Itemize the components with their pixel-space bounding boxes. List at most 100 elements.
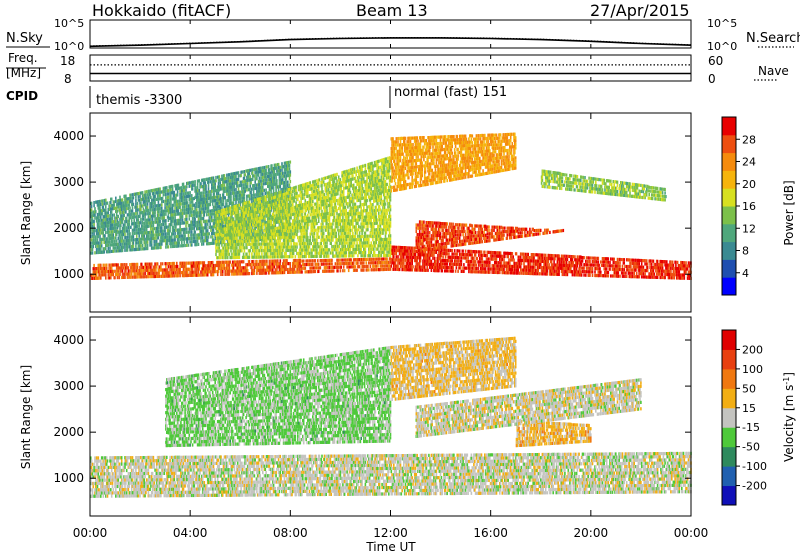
data-cell	[408, 250, 410, 253]
data-cell	[410, 262, 412, 265]
data-cell	[377, 265, 379, 268]
data-cell	[395, 261, 397, 264]
data-cell	[363, 269, 365, 272]
data-cell	[189, 262, 191, 265]
data-cell	[381, 258, 383, 261]
data-cell	[187, 271, 189, 274]
data-cell	[426, 263, 428, 266]
data-cell	[285, 268, 287, 271]
data-cell	[151, 275, 153, 278]
data-cell	[340, 262, 342, 265]
data-cell	[100, 264, 102, 267]
data-cell	[304, 263, 306, 266]
data-cell	[264, 260, 266, 263]
data-cell	[404, 249, 406, 252]
data-cell	[247, 269, 249, 272]
data-cell	[143, 275, 145, 278]
data-cell	[202, 273, 204, 276]
data-cell	[297, 268, 299, 271]
data-cell	[282, 268, 284, 271]
cpid-label: CPID	[6, 89, 38, 103]
data-cell	[164, 268, 166, 271]
data-cell	[290, 268, 292, 271]
data-cell	[303, 259, 305, 262]
data-cell	[137, 269, 139, 272]
data-cell	[169, 268, 171, 271]
data-cell	[172, 274, 174, 277]
data-cell	[225, 273, 227, 276]
data-cell	[213, 264, 215, 267]
data-cell	[396, 255, 398, 258]
data-cell	[162, 262, 164, 265]
data-cell	[124, 276, 126, 279]
data-cell	[185, 265, 187, 268]
data-cell	[202, 267, 204, 270]
data-cell	[295, 271, 297, 274]
data-cell	[348, 269, 350, 272]
data-cell	[272, 262, 274, 265]
data-cell	[312, 263, 314, 266]
data-cell	[392, 252, 394, 255]
data-cell	[428, 254, 430, 257]
data-cell	[189, 268, 191, 271]
data-cell	[414, 247, 416, 250]
data-cell	[174, 268, 176, 271]
data-cell	[300, 259, 302, 262]
data-cell	[412, 265, 414, 268]
data-cell	[223, 261, 225, 264]
data-cell	[374, 268, 376, 271]
data-cell	[317, 259, 319, 262]
data-cell	[407, 246, 409, 249]
data-cell	[393, 268, 395, 271]
data-cell	[393, 258, 395, 261]
data-cell	[229, 273, 231, 276]
freq-label-line1: Freq.	[8, 51, 38, 65]
data-cell	[384, 261, 386, 264]
data-cell	[226, 264, 228, 267]
freq-plot	[90, 65, 691, 74]
data-cell	[411, 253, 413, 256]
data-cell	[92, 277, 94, 280]
nsky-tick-top: 10^5	[54, 17, 84, 30]
data-cell	[370, 265, 372, 268]
data-cell	[410, 256, 412, 259]
data-cell	[253, 263, 255, 266]
data-cell	[126, 263, 128, 266]
data-cell	[232, 261, 234, 264]
data-cell	[315, 259, 317, 262]
data-cell	[154, 266, 156, 269]
data-cell	[406, 268, 408, 271]
data-cell	[342, 259, 344, 262]
data-cell	[389, 264, 391, 267]
data-cell	[219, 261, 221, 264]
data-cell	[354, 269, 356, 272]
data-cell	[177, 265, 179, 268]
data-cell	[318, 266, 320, 269]
data-cell	[150, 266, 152, 269]
data-cell	[359, 265, 361, 268]
data-cell	[239, 269, 241, 272]
data-cell	[388, 261, 390, 264]
data-cell	[350, 258, 352, 261]
data-cell	[353, 262, 355, 265]
data-cell	[324, 263, 326, 266]
data-cell	[412, 247, 414, 250]
data-cell	[315, 270, 317, 273]
data-cell	[111, 267, 113, 270]
data-cell	[432, 257, 434, 260]
data-cell	[431, 269, 433, 272]
data-cell	[128, 266, 130, 269]
data-cell	[394, 246, 396, 249]
data-cell	[262, 272, 264, 275]
data-cell	[151, 262, 153, 265]
data-cell	[431, 254, 433, 257]
data-cell	[186, 262, 188, 265]
data-cell	[224, 264, 226, 267]
data-cell	[399, 268, 401, 271]
data-cell	[184, 262, 186, 265]
data-cell	[113, 270, 115, 273]
data-cell	[406, 249, 408, 252]
data-cell	[408, 265, 410, 268]
data-cell	[199, 274, 201, 277]
data-cell	[272, 268, 274, 271]
